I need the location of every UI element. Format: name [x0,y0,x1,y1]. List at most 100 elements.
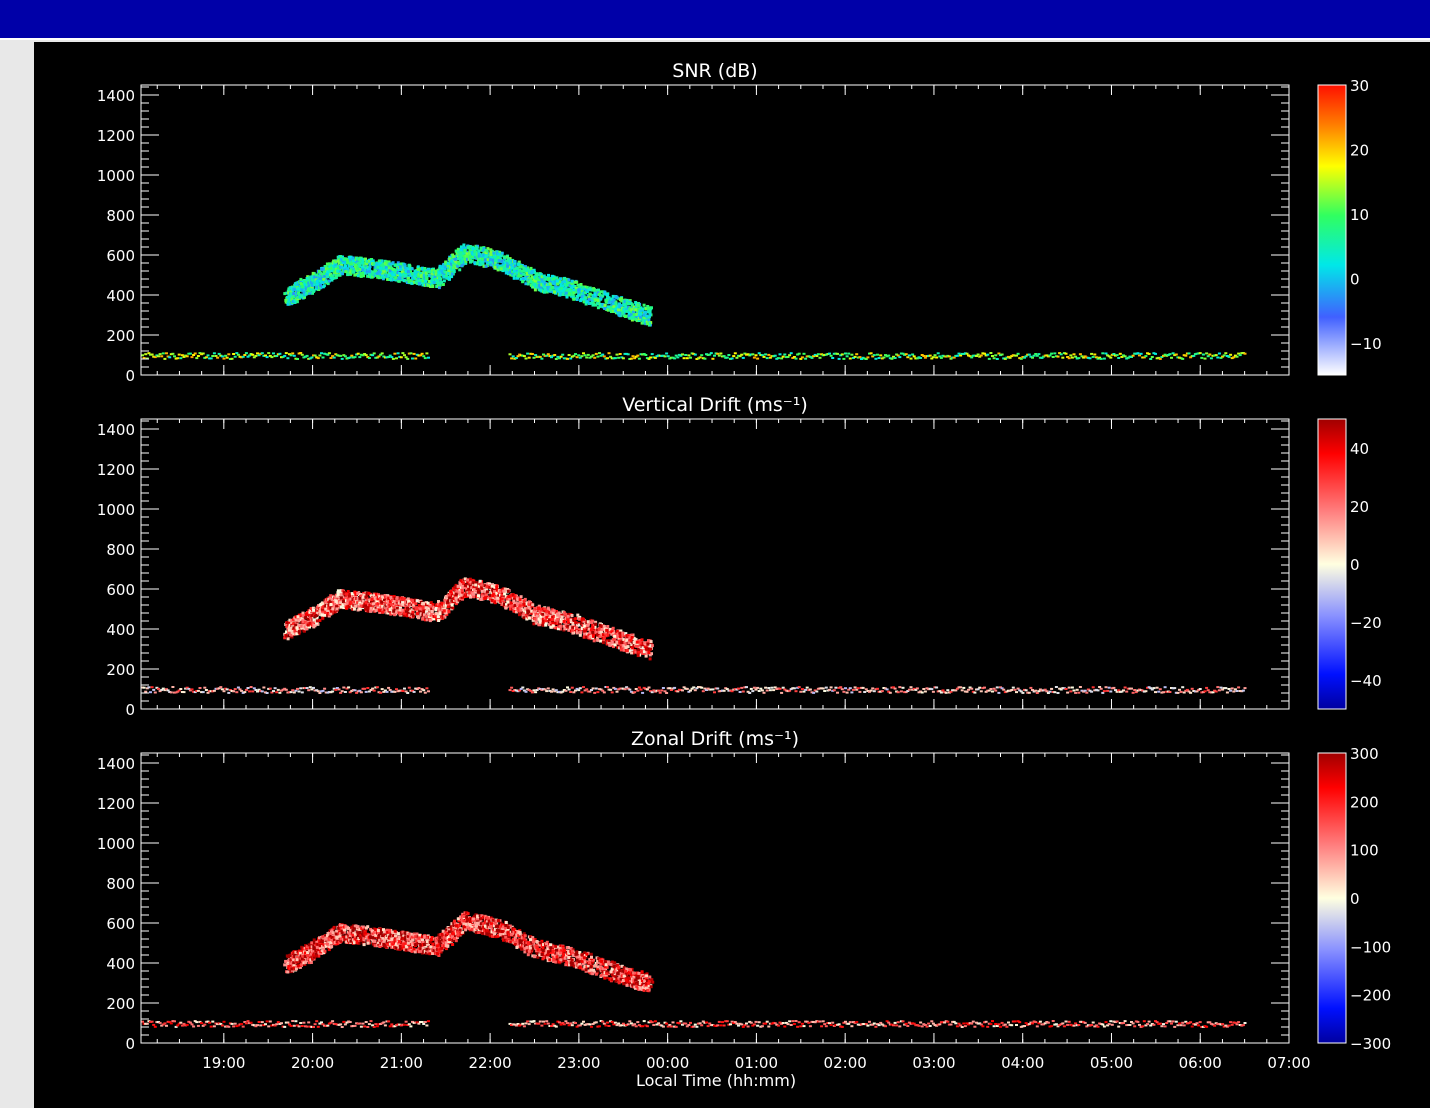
data-cell [1238,354,1242,357]
data-cell [477,249,481,253]
data-cell [450,603,454,607]
data-cell [1128,355,1132,358]
data-cell [607,352,611,355]
data-cell [477,258,481,262]
data-cell [387,267,391,271]
data-cell [374,356,378,359]
data-cells [141,243,1247,360]
data-cell [506,600,510,604]
data-cell [415,353,419,356]
data-cell [959,354,963,357]
data-cell [430,275,434,279]
data-cell [340,357,344,360]
data-cell [791,357,795,359]
data-cell [336,591,340,595]
data-cell [283,292,287,296]
colorbar-tick-label: −10 [1350,335,1382,353]
data-cell [486,582,490,586]
data-cell [285,625,289,629]
data-cell [288,618,292,622]
data-cell [1181,357,1185,360]
data-cell [320,613,324,617]
data-cell [368,603,372,607]
data-cell [290,293,294,297]
data-cell [297,630,301,634]
data-cell [281,355,285,358]
data-cell [510,357,514,360]
data-cell [335,607,339,611]
data-cell [325,262,329,266]
data-cell [1101,352,1105,355]
data-cell [184,354,188,357]
data-cell [472,585,476,589]
data-cell [1007,355,1010,358]
data-cell [335,594,339,598]
data-cell [386,268,389,272]
data-cell [652,356,656,359]
data-cell [518,353,522,356]
data-cell [443,614,447,618]
data-cell [323,613,327,617]
data-cell [376,265,380,269]
data-cell [473,262,477,266]
data-cell [480,593,484,596]
data-cell [413,269,417,273]
colorbar-tick-label: 30 [1350,77,1369,95]
data-cell [359,599,363,603]
data-cell [1195,352,1199,355]
data-cell [570,279,574,283]
data-cell [228,358,232,360]
data-cell [504,594,508,598]
data-cell [142,357,146,359]
data-cell [588,356,592,359]
data-cell [428,270,432,274]
data-cell [321,281,325,284]
data-cell [169,353,173,356]
data-cell [573,280,577,284]
data-cell [615,353,619,356]
data-cell [1211,354,1215,357]
data-cell [628,316,632,320]
data-cell [1176,356,1180,359]
data-cell [358,593,361,597]
data-cell [484,593,488,597]
data-cell [649,356,653,359]
data-cell [591,288,594,292]
data-cell [432,614,436,618]
data-cell [626,309,630,313]
chart-panel: Vertical Drift (ms⁻¹)0200400600800100012… [97,394,1382,719]
data-cell [489,593,493,597]
data-cell [280,356,283,359]
data-cell [361,258,365,262]
data-cell [290,635,294,639]
data-cell [479,254,483,258]
data-cell [1069,354,1073,357]
data-cell [540,357,544,360]
data-cell [492,592,496,596]
data-cell [364,266,368,270]
data-cell [762,355,766,358]
data-cell [732,355,736,358]
data-cell [541,279,544,283]
data-cell [335,264,339,268]
data-cell [412,275,416,279]
data-cell [307,277,311,281]
data-cell [342,599,346,603]
data-cell [620,308,624,312]
data-cell [740,353,744,356]
data-cell [1171,352,1175,355]
data-cell [530,353,534,355]
data-cell [295,300,299,304]
data-cell [444,270,448,274]
data-cell [482,247,486,250]
data-cell [433,275,437,279]
data-cell [400,596,404,600]
data-cell [1056,355,1060,358]
data-cell [302,617,306,620]
data-cell [513,261,517,265]
data-cell [368,267,372,271]
data-cell [1213,354,1217,357]
data-cell [291,622,295,626]
data-cell [356,274,360,278]
data-cell [1008,356,1012,359]
